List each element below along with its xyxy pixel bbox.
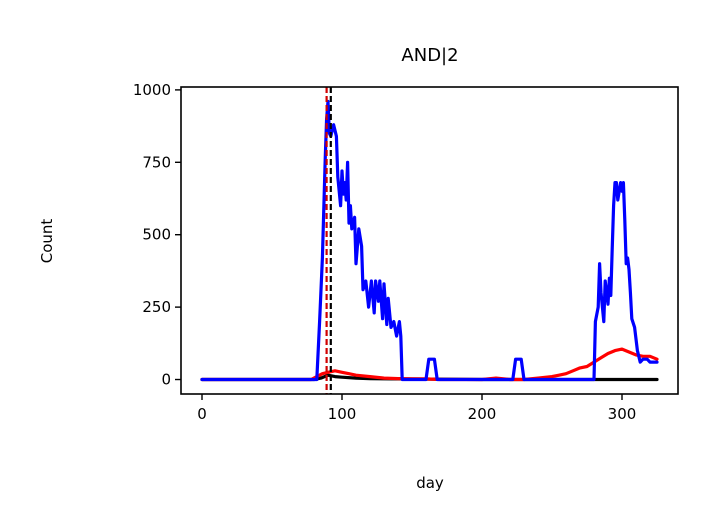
y-tick-label: 750 [142,153,171,171]
plot-frame [180,86,679,395]
chart-title: AND|2 [401,45,458,66]
y-tick-label: 1000 [133,81,171,99]
y-tick-label: 0 [161,371,171,389]
x-tick-label: 100 [328,405,357,423]
y-axis-label: Count [38,219,56,264]
x-axis-label: day [416,474,444,492]
y-tick-label: 500 [142,226,171,244]
x-tick-label: 0 [197,405,207,423]
x-tick-label: 200 [468,405,497,423]
x-tick-label: 300 [608,405,637,423]
y-tick-label: 250 [142,298,171,316]
series-line-2 [200,99,659,382]
